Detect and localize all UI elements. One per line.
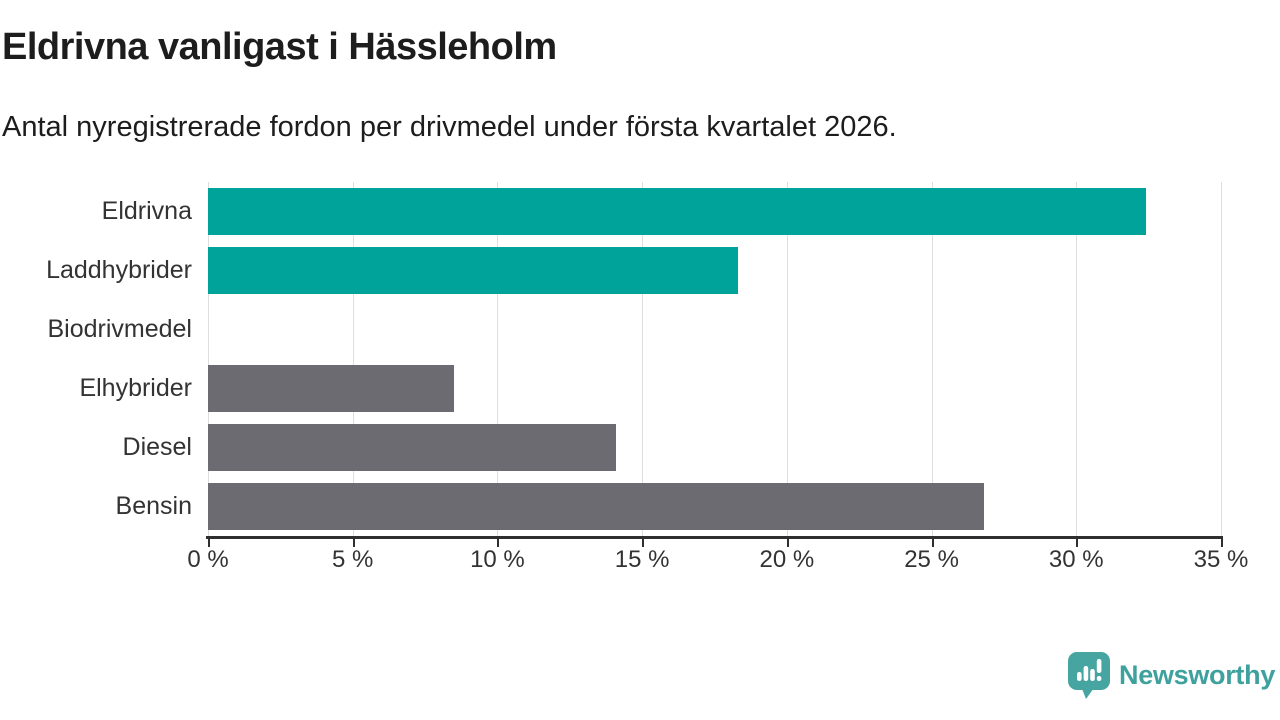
gridline bbox=[642, 182, 644, 536]
x-axis-tick-label: 25 % bbox=[904, 546, 959, 573]
x-axis-tick bbox=[786, 538, 789, 547]
gridlines bbox=[208, 182, 1222, 536]
x-axis-tick-label: 10 % bbox=[470, 546, 525, 573]
bar-row: Bensin bbox=[0, 477, 1260, 536]
bar bbox=[208, 365, 454, 412]
x-axis-tick bbox=[208, 538, 210, 547]
category-label: Bensin bbox=[115, 492, 192, 520]
gridline bbox=[208, 182, 209, 536]
category-label: Biodrivmedel bbox=[47, 315, 192, 343]
category-label: Diesel bbox=[122, 433, 192, 461]
bar bbox=[208, 188, 1146, 235]
gridline bbox=[497, 182, 499, 536]
x-axis-tick bbox=[352, 538, 355, 547]
x-axis-tick bbox=[642, 538, 645, 547]
x-axis-line bbox=[206, 536, 1223, 539]
bar bbox=[208, 424, 617, 471]
bar-row: Biodrivmedel bbox=[0, 300, 1260, 359]
x-axis-tick bbox=[497, 538, 500, 547]
newsworthy-logo-icon bbox=[1068, 652, 1110, 699]
category-label: Laddhybrider bbox=[46, 256, 192, 284]
gridline bbox=[1076, 182, 1078, 536]
x-axis-tick-label: 5 % bbox=[332, 546, 374, 573]
gridline bbox=[931, 182, 933, 536]
x-axis-tick-label: 20 % bbox=[759, 546, 815, 573]
category-label: Eldrivna bbox=[101, 197, 192, 225]
gridline bbox=[1221, 182, 1222, 536]
x-axis-tick bbox=[931, 538, 934, 547]
logo-bubble-shape bbox=[1068, 652, 1110, 699]
logo-bar-2 bbox=[1083, 666, 1089, 681]
gridline bbox=[786, 182, 788, 536]
gridline bbox=[352, 182, 354, 536]
x-axis-tick-label: 30 % bbox=[1048, 546, 1104, 573]
bar-row: Diesel bbox=[0, 418, 1260, 477]
category-label: Elhybrider bbox=[79, 374, 192, 402]
bar-row: Elhybrider bbox=[0, 359, 1260, 418]
bar bbox=[208, 247, 738, 294]
newsworthy-logo-text: Newsworthy bbox=[1119, 659, 1276, 690]
bar-chart: Eldrivna Laddhybrider Biodrivmedel Elhybrid… bbox=[0, 182, 1260, 573]
x-axis-tick-label: 35 % bbox=[1193, 546, 1249, 573]
x-axis-tick-label: 15 % bbox=[614, 546, 670, 573]
logo-exclamation-dot bbox=[1096, 676, 1102, 681]
chart-subtitle: Antal nyregistrerade fordon per drivmede… bbox=[2, 111, 897, 143]
bar-row: Eldrivna bbox=[0, 182, 1260, 241]
logo-bar-1 bbox=[1077, 672, 1082, 681]
bar bbox=[208, 483, 984, 530]
bar-row: Laddhybrider bbox=[0, 241, 1260, 300]
x-axis-tick bbox=[1076, 538, 1079, 547]
logo-exclamation-stem bbox=[1096, 659, 1102, 673]
x-axis-tick bbox=[1221, 538, 1223, 547]
x-axis-tick-label: 0 % bbox=[187, 546, 229, 573]
chart-title: Eldrivna vanligast i Hässleholm bbox=[2, 26, 557, 68]
newsworthy-logo: Newsworthy bbox=[1066, 650, 1275, 700]
logo-bar-3 bbox=[1090, 669, 1095, 681]
